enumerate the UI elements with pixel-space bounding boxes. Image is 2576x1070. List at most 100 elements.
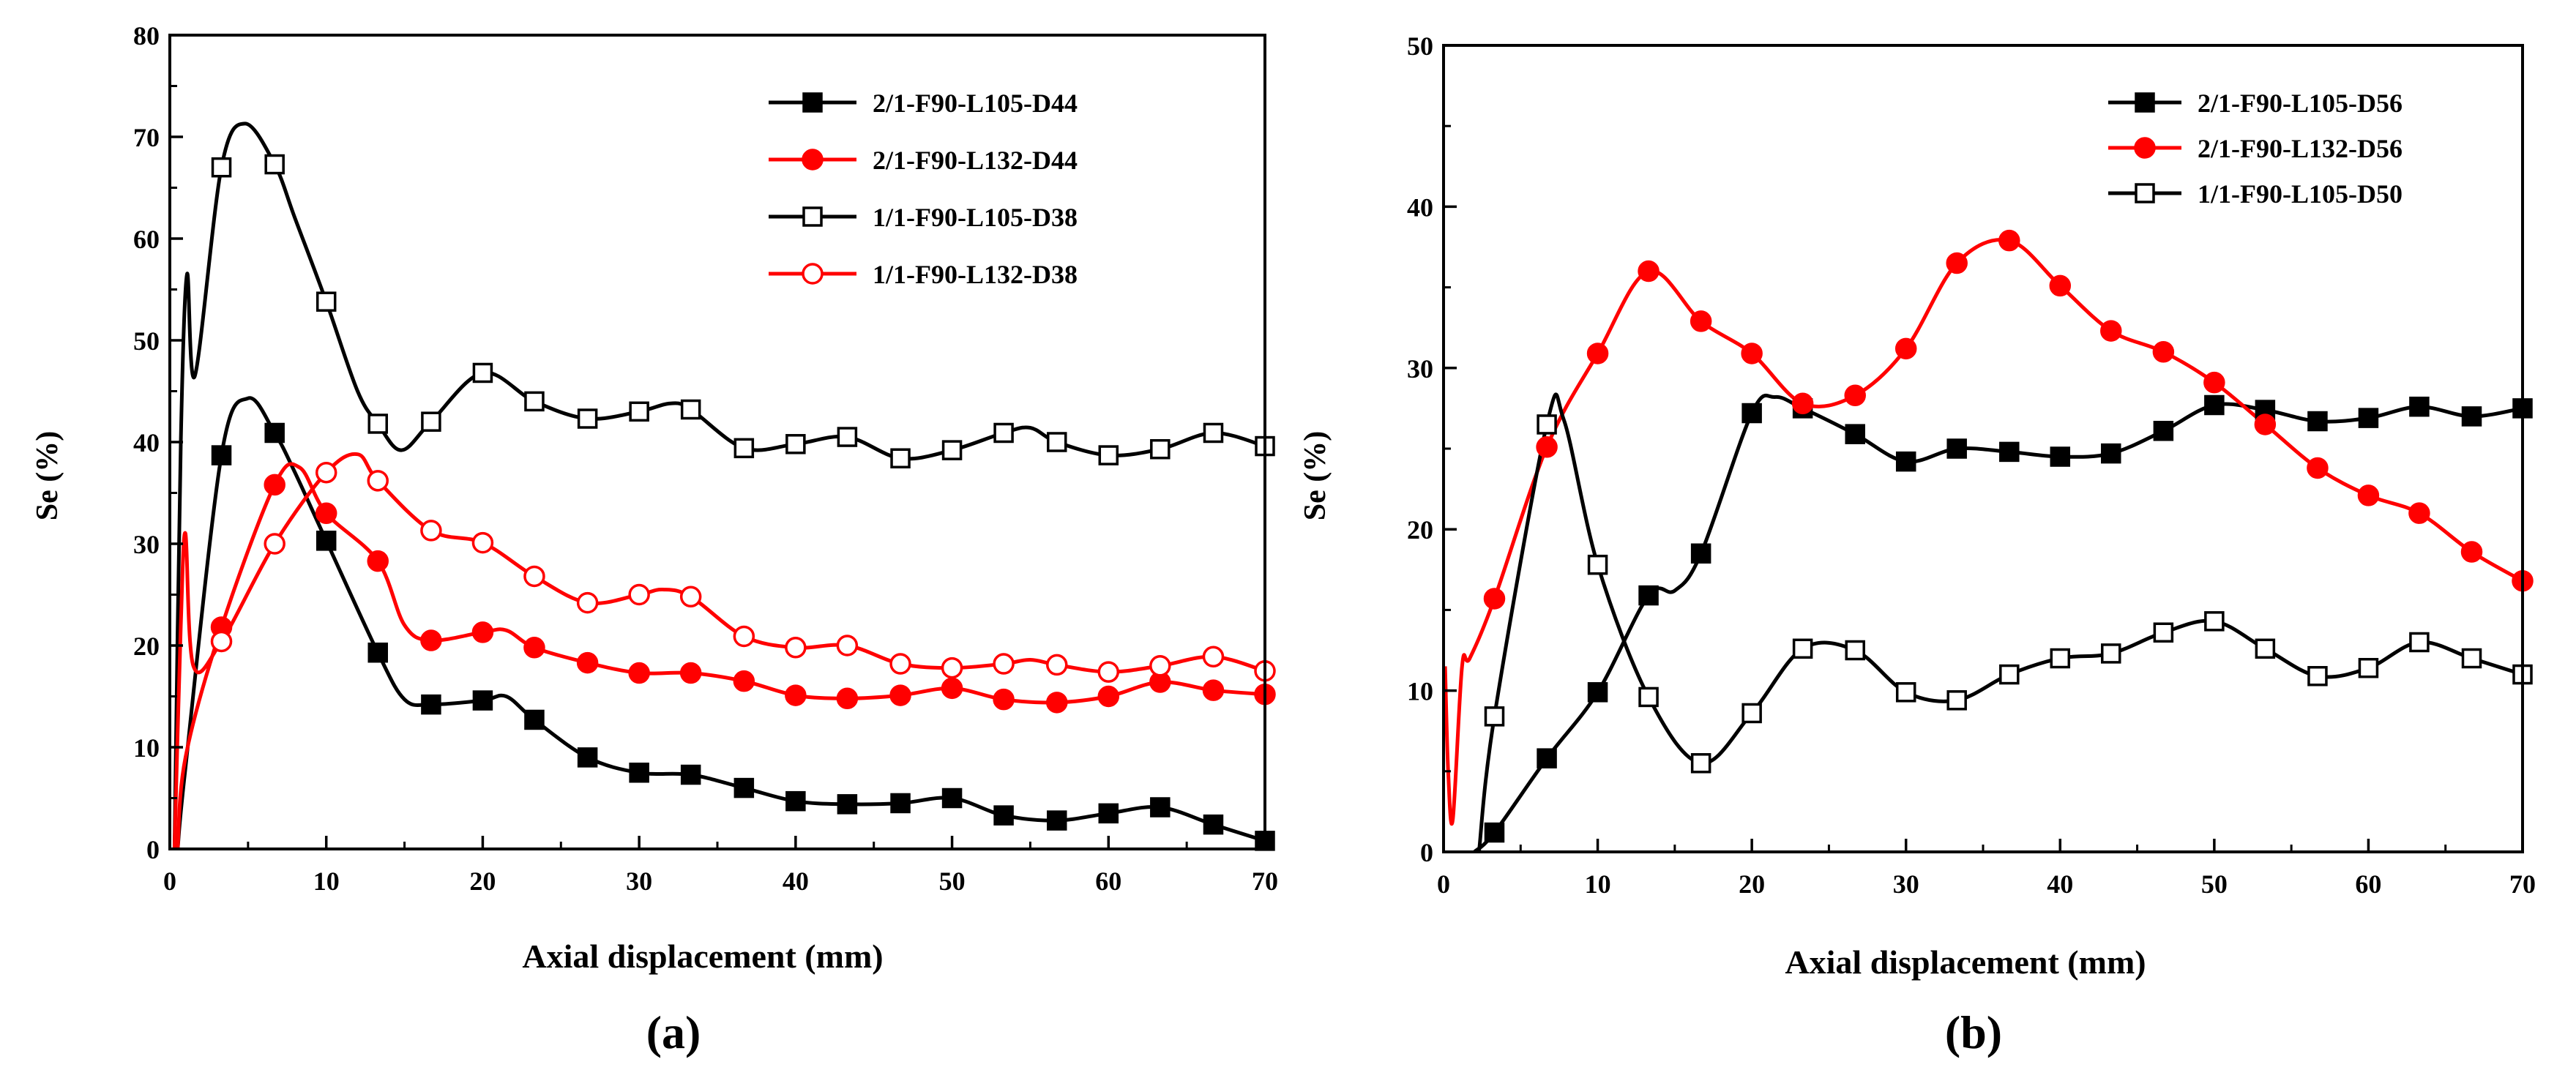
panel-a-series-3-point (421, 411, 441, 432)
panel-b-series-2-point (1586, 343, 1609, 364)
panel-b-y-tick-label: 0 (1420, 838, 1433, 867)
panel-a-y-tick-label: 50 (133, 326, 160, 356)
panel-a-x-tick-label: 40 (783, 867, 809, 896)
panel-b-series-2-point (2203, 371, 2225, 394)
panel-a-series-4-point (420, 520, 442, 542)
panel-a-legend-marker (802, 206, 823, 227)
panel-a-legend: 2/1-F90-L105-D44 2/1-F90-L132-D44 1/1-F90-… (769, 89, 1078, 289)
panel-a-series-2-point (993, 688, 1015, 711)
panel-b-series-1-point (2204, 394, 2225, 416)
panel-a-series-2-point (576, 651, 599, 674)
panel-b-legend-label: 1/1-F90-L105-D50 (2198, 179, 2403, 209)
panel-a-y-tick-label: 40 (133, 428, 160, 457)
panel-b-series-3-point (2101, 643, 2121, 664)
panel-a-series-4-point (1149, 655, 1171, 677)
panel-a-y-tick-label: 30 (133, 530, 160, 559)
panel-b-y-tick-label: 50 (1407, 31, 1433, 61)
panel-a-series-4-point (993, 653, 1015, 675)
panel-a-series-1-point (1203, 814, 1224, 835)
panel-b-legend-label: 2/1-F90-L105-D56 (2198, 89, 2403, 118)
panel-a-series-3-point (316, 291, 337, 312)
panel-a-series-3-point (1047, 432, 1067, 452)
panel-b-series-3-point (2204, 611, 2225, 632)
panel-a-series-2-point (889, 684, 911, 706)
panel-a-label: (a) (646, 1006, 701, 1058)
panel-a-series-4-point (836, 635, 859, 656)
panel-b-series-1-point (2050, 446, 2071, 467)
panel-b-series-2-point (2460, 541, 2483, 563)
panel-a-series-1-point (472, 690, 493, 711)
panel-a-series-2-point (264, 474, 285, 496)
panel-b-y-axis-label: Se (%) (1299, 431, 1332, 520)
panel-a-series-1-point (733, 777, 755, 798)
panel-a-series-3-point (993, 422, 1014, 444)
panel-b-series-2-point (1638, 260, 1660, 283)
panel-b-series-1-point (2461, 406, 2482, 427)
panel-b-series-2-point (1741, 343, 1763, 364)
panel-a-series-3-point (264, 154, 285, 175)
panel-a-series-1-point (680, 764, 701, 785)
panel-b-series-3-point (1537, 414, 1557, 435)
panel-a-series-1-point (629, 763, 649, 783)
panel-b-legend: 2/1-F90-L105-D56 2/1-F90-L132-D56 1/1-F90-… (2108, 89, 2403, 209)
panel-a-x-tick-label: 60 (1095, 867, 1121, 896)
panel-a-series-3-point (733, 438, 755, 459)
panel-a-series-4-point (523, 565, 545, 588)
panel-b-series-3-point (1845, 640, 1865, 661)
panel-a-series-1-point (785, 790, 806, 812)
panel-a-series-2-point (628, 662, 650, 684)
panel-a-series-4-point (628, 583, 650, 606)
panel-b-y-tick-label: 20 (1407, 515, 1433, 545)
panel-b-series-2-point (2254, 414, 2277, 435)
panel-a-series-3-point (211, 157, 232, 178)
panel-a-series-2-point (420, 629, 442, 651)
panel-a-series-3-point (472, 362, 493, 384)
panel-a-series-2-point (679, 662, 702, 684)
panel-b-series-2-point (2049, 274, 2072, 297)
panel-a-chart: Se (%) Axial displacement (mm) (a) 0 10 20… (31, 21, 1278, 1058)
panel-a-x-tick-label: 70 (1252, 867, 1278, 896)
panel-a-series-4-point (367, 470, 389, 492)
panel-b-series-2-point (1483, 588, 1506, 610)
panel-b-legend-marker (2134, 137, 2156, 159)
panel-a-series-1-point (1098, 803, 1119, 824)
panel-a-legend-label: 2/1-F90-L105-D44 (873, 89, 1078, 118)
panel-a-series-4-point (576, 591, 599, 614)
panel-b-series-3-point (2050, 648, 2071, 669)
panel-b-series-1-point (2409, 396, 2430, 417)
panel-b-series-1-point (1845, 424, 1865, 444)
panel-a-series-4-point (315, 461, 337, 484)
panel-a-series-4-point (1097, 661, 1120, 683)
panel-a-x-axis-label: Axial displacement (mm) (522, 938, 883, 975)
panel-b-series-2-point (2408, 502, 2430, 524)
panel-a-series-1-point (421, 694, 441, 715)
panel-a-series-1-point (837, 794, 858, 815)
panel-b-series-1-point (1484, 822, 1505, 843)
panel-a-series-2-point (941, 677, 963, 700)
panel-a-series-4-point (210, 630, 233, 653)
panel-b-series-3-point (1946, 690, 1967, 711)
panel-b-series-1-point (1537, 748, 1557, 768)
panel-b-series-line-2 (1444, 238, 2523, 826)
panel-a-series-2-point (785, 684, 807, 706)
panel-a-series-3-point (1203, 422, 1224, 444)
panel-b-series-2-point (1844, 384, 1866, 407)
panel-b-legend-label: 2/1-F90-L132-D56 (2198, 134, 2403, 163)
panel-b-y-tick-label: 10 (1407, 677, 1433, 706)
panel-a-series-2-point (1046, 692, 1068, 714)
panel-b-x-axis-label: Axial displacement (mm) (1785, 943, 2146, 981)
panel-b-series-1-point (2358, 408, 2379, 428)
panel-a-y-tick-label: 0 (146, 835, 160, 864)
panel-b-legend-marker (2135, 92, 2155, 113)
panel-a-series-3-point (1150, 438, 1171, 460)
panel-b-series-2-point (1536, 436, 1558, 458)
panel-b-series-2-point (1894, 337, 1917, 360)
panel-b-label: (b) (1945, 1006, 2002, 1058)
panel-b-series-1-point (1741, 403, 1762, 424)
panel-b-series-1-point (1587, 682, 1608, 703)
panel-a-series-2-point (471, 621, 494, 643)
panel-b-series-1-point (2153, 421, 2174, 441)
panel-a-series-2-point (315, 502, 337, 525)
panel-a-series-1-point (993, 805, 1014, 826)
